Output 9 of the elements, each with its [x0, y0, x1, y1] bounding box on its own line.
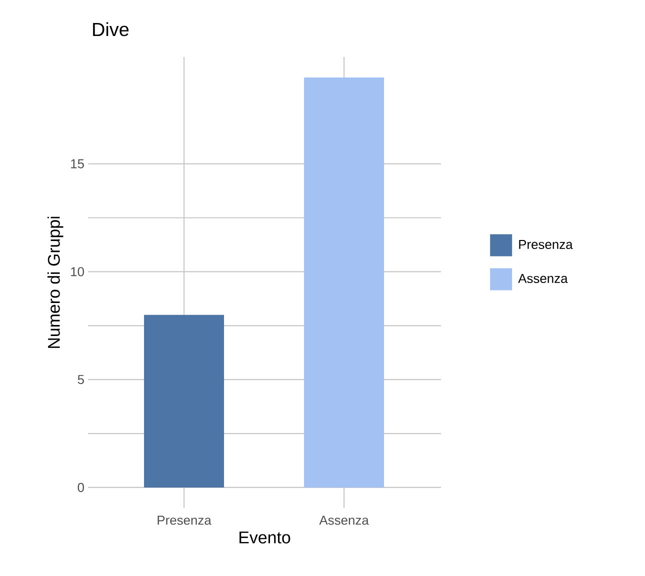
legend-label: Presenza: [519, 240, 573, 250]
y-tick-label: 10: [71, 267, 84, 276]
legend-label: Assenza: [518, 274, 568, 284]
y-tick-label: 15: [71, 159, 84, 168]
y-tick-label: 5: [78, 375, 84, 384]
x-axis-title: Evento: [240, 532, 290, 544]
y-axis-title: Numero di Gruppi: [47, 216, 64, 348]
chart-title: Dive: [93, 22, 129, 36]
y-tick-label: 0: [78, 482, 84, 492]
